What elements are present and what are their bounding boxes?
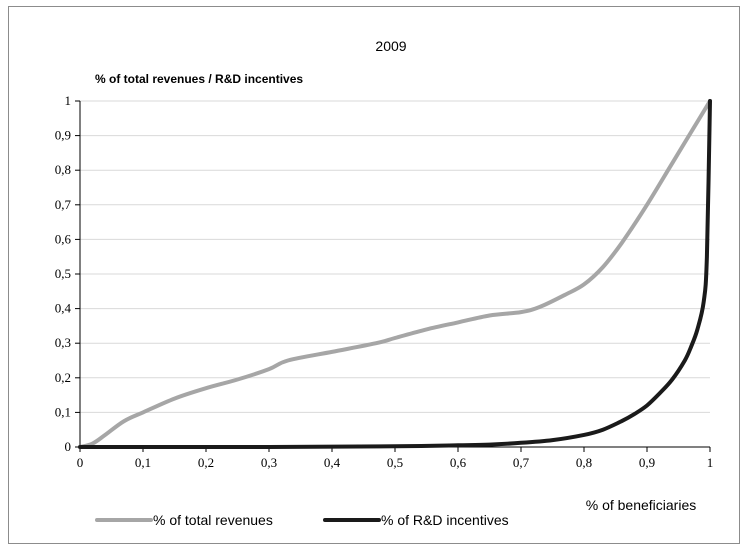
legend-label: % of R&D incentives	[381, 512, 509, 528]
y-tick-label: 0,7	[55, 197, 72, 212]
legend-label: % of total revenues	[153, 512, 273, 528]
x-axis-ticks: 0 0,1 0,2 0,3 0,4 0,5 0,6 0,7 0,8 0,9 1	[77, 455, 714, 470]
x-tick-label: 0,7	[513, 455, 530, 470]
line-chart: 2009 % of total revenues / R&D incentive…	[55, 38, 714, 528]
y-tick-label: 0,3	[55, 335, 71, 350]
y-tick-label: 0,4	[55, 301, 72, 316]
x-tick-label: 0,8	[576, 455, 592, 470]
y-axis-label: % of total revenues / R&D incentives	[95, 72, 303, 86]
chart-title: 2009	[375, 38, 406, 54]
y-tick-label: 0,1	[55, 404, 71, 419]
x-tick-label: 0,1	[135, 455, 151, 470]
y-tick-label: 0,8	[55, 162, 71, 177]
x-tick-label: 0	[77, 455, 84, 470]
x-tick-label: 0,5	[387, 455, 403, 470]
y-tick-label: 0,5	[55, 266, 71, 281]
series-lines	[78, 99, 712, 450]
x-tick-label: 0,3	[261, 455, 277, 470]
x-tick-label: 1	[707, 455, 714, 470]
y-tick-label: 0,6	[55, 231, 72, 246]
x-tick-label: 0,2	[198, 455, 214, 470]
x-tick-label: 0,4	[324, 455, 341, 470]
x-tick-label: 0,9	[639, 455, 655, 470]
x-axis-label: % of beneficiaries	[586, 497, 697, 513]
y-axis-ticks: 0 0,1 0,2 0,3 0,4 0,5 0,6 0,7 0,8 0,9 1	[55, 93, 72, 454]
series-line-2	[78, 99, 712, 450]
x-tick-label: 0,6	[450, 455, 467, 470]
y-tick-label: 0,2	[55, 370, 71, 385]
y-tick-label: 0,9	[55, 128, 71, 143]
legend: % of total revenues % of R&D incentives	[95, 512, 509, 528]
gridlines	[80, 100, 710, 413]
y-tick-label: 1	[65, 93, 72, 108]
y-tick-label: 0	[65, 439, 72, 454]
series-line-1	[78, 99, 712, 449]
chart-frame: 2009 % of total revenues / R&D incentive…	[8, 6, 740, 544]
